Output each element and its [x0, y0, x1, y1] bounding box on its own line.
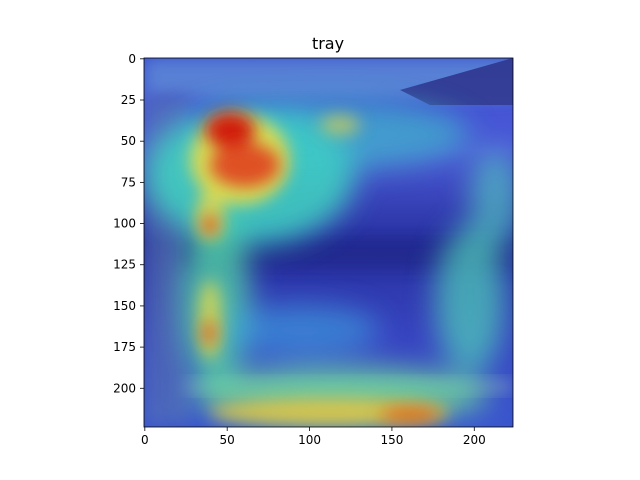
- x-tick-label: 100: [298, 433, 321, 447]
- x-tick-label: 150: [380, 433, 403, 447]
- y-tick-label: 175: [113, 340, 136, 354]
- y-tick-label: 150: [113, 299, 136, 313]
- y-tick-label: 0: [128, 52, 136, 66]
- x-tick-label: 200: [463, 433, 486, 447]
- x-axis: 0 50 100 150 200: [141, 427, 486, 447]
- chart-title: tray: [312, 34, 344, 53]
- x-tick-label: 50: [220, 433, 235, 447]
- y-tick-label: 75: [121, 175, 136, 189]
- heatmap-plot-area: [144, 58, 513, 427]
- y-tick-label: 200: [113, 381, 136, 395]
- y-tick-label: 100: [113, 217, 136, 231]
- y-tick-label: 125: [113, 258, 136, 272]
- heatmap-hotspots: [202, 112, 440, 423]
- x-tick-label: 0: [141, 433, 149, 447]
- y-tick-label: 25: [121, 93, 136, 107]
- y-axis: 0 25 50 75 100 125 150 175 200: [113, 52, 144, 395]
- plot-frame: [143, 57, 514, 428]
- y-tick-label: 50: [121, 134, 136, 148]
